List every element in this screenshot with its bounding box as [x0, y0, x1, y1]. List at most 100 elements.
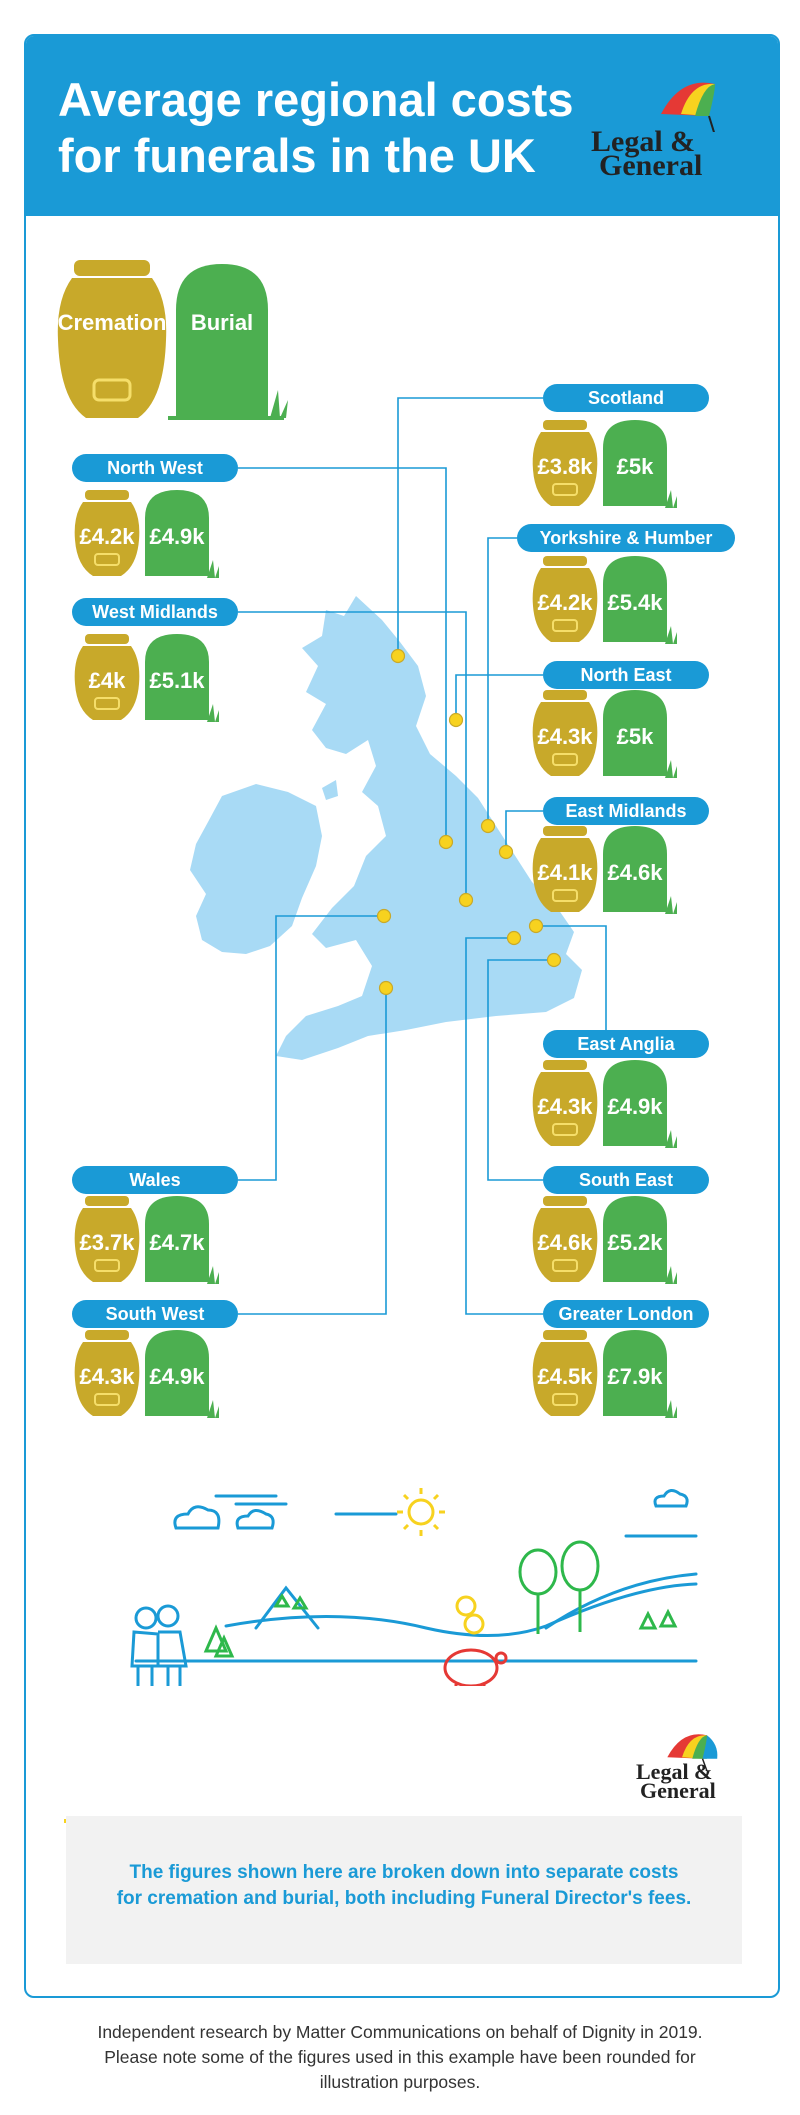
- urn-icon: [532, 838, 598, 912]
- urn-icon: [74, 502, 140, 576]
- piggy-bank-icon: [443, 1648, 508, 1686]
- page-title: Average regional costs for funerals in t…: [58, 72, 618, 184]
- headstone-icon: [603, 1196, 667, 1282]
- burial-cost: £4.7k: [149, 1230, 205, 1255]
- cremation-cost: £4.1k: [537, 860, 593, 885]
- footer-line-3: illustration purposes.: [319, 2072, 481, 2092]
- connector-line: [455, 674, 543, 720]
- urn-plaque: [552, 483, 578, 496]
- logo-line-1: Legal &: [591, 125, 696, 158]
- grass-icon: [665, 490, 677, 508]
- urn-icon: [85, 1330, 129, 1340]
- region-dot: [378, 980, 394, 996]
- cremation-cost: £4.2k: [79, 524, 135, 549]
- connector-line: [238, 467, 447, 842]
- burial-cost: £4.9k: [607, 1094, 663, 1119]
- region-dot: [438, 834, 454, 850]
- region-label-south-east: South East: [543, 1166, 709, 1194]
- note-box: The figures shown here are broken down i…: [66, 1816, 742, 1964]
- urn-plaque: [94, 697, 120, 710]
- grass-icon: [665, 1400, 677, 1418]
- region-label-yorkshire-humber: Yorkshire & Humber: [517, 524, 735, 552]
- urn-icon: [74, 1208, 140, 1282]
- grass-icon: [207, 1400, 219, 1418]
- landscape-illustration: [130, 1488, 698, 1686]
- grass-icon: [665, 626, 677, 644]
- headstone-icon: [168, 264, 288, 420]
- region-dot: [376, 908, 392, 924]
- urn-icon: [543, 826, 587, 836]
- hill-icon: [254, 1585, 320, 1630]
- note-text: The figures shown here are broken down i…: [116, 1862, 692, 1909]
- headstone-icon: [145, 1196, 209, 1282]
- urn-icon: [532, 568, 598, 642]
- urn-plaque: [552, 619, 578, 632]
- burial-cost: £5k: [616, 724, 654, 749]
- region-dot: [448, 712, 464, 728]
- region-label-greater-london: Greater London: [543, 1300, 709, 1328]
- grass-icon: [665, 760, 677, 778]
- coins-icon: [455, 1595, 485, 1635]
- header-banner: Average regional costs for funerals in t…: [26, 36, 778, 216]
- urn-icon: [532, 1208, 598, 1282]
- cremation-cost: £4.2k: [537, 590, 593, 615]
- headstone-icon: [145, 1330, 209, 1416]
- legend-icons: [57, 260, 288, 420]
- cremation-cost: £4.3k: [537, 724, 593, 749]
- headstone-icon: [603, 826, 667, 912]
- urn-icon: [543, 556, 587, 566]
- urn-icon: [543, 1060, 587, 1070]
- region-label-south-west: South West: [72, 1300, 238, 1328]
- legal-general-logo: Legal & General: [591, 72, 741, 182]
- logo-line-2: General: [640, 1778, 716, 1803]
- elderly-couple-icon: [130, 1604, 188, 1686]
- legend-cremation-label: Cremation: [57, 310, 167, 335]
- region-label-west-midlands: West Midlands: [72, 598, 238, 626]
- urn-plaque: [94, 1393, 120, 1406]
- urn-icon: [543, 1330, 587, 1340]
- grass-icon: [665, 1130, 677, 1148]
- region-dot: [498, 844, 514, 860]
- region-dot: [458, 892, 474, 908]
- burial-cost: £5.2k: [607, 1230, 663, 1255]
- urn-icon: [85, 634, 129, 644]
- grass-icon: [665, 1266, 677, 1284]
- urn-icon: [74, 646, 140, 720]
- headstone-icon: [145, 634, 209, 720]
- trees-icon: [203, 1540, 678, 1658]
- footer-line-2: Please note some of the figures used in …: [104, 2047, 696, 2067]
- region-label-east-midlands: East Midlands: [543, 797, 709, 825]
- urn-plaque: [552, 753, 578, 766]
- cremation-cost: £4.5k: [537, 1364, 593, 1389]
- urn-icon: [543, 420, 587, 430]
- island-shape: [322, 780, 338, 800]
- urn-plaque: [552, 889, 578, 902]
- connector-line: [238, 988, 387, 1315]
- urn-icon: [543, 1196, 587, 1206]
- burial-cost: £5.1k: [149, 668, 205, 693]
- grass-icon: [665, 896, 677, 914]
- urn-plaque: [94, 1259, 120, 1272]
- burial-cost: £4.9k: [149, 524, 205, 549]
- region-label-north-east: North East: [543, 661, 709, 689]
- urn-icon: [85, 490, 129, 500]
- logo-line-1: Legal &: [636, 1759, 713, 1784]
- connector-line: [397, 397, 543, 656]
- cremation-cost: £3.8k: [537, 454, 593, 479]
- legal-general-logo-footer: Legal & General: [616, 1726, 726, 1816]
- headstone-icon: [603, 1060, 667, 1146]
- connector-line: [238, 915, 384, 1181]
- uk-map-diagram: [74, 397, 677, 1418]
- umbrella-icon: [661, 82, 730, 143]
- logo-line-2: General: [599, 149, 703, 182]
- urn-icon: [532, 702, 598, 776]
- burial-cost: £4.6k: [607, 860, 663, 885]
- urn-icon: [532, 1072, 598, 1146]
- headstone-icon: [603, 690, 667, 776]
- region-label-east-anglia: East Anglia: [543, 1030, 709, 1058]
- cremation-cost: £4.3k: [79, 1364, 135, 1389]
- burial-cost: £5k: [616, 454, 654, 479]
- region-label-north-west: North West: [72, 454, 238, 482]
- headstone-icon: [603, 1330, 667, 1416]
- urn-plaque: [94, 553, 120, 566]
